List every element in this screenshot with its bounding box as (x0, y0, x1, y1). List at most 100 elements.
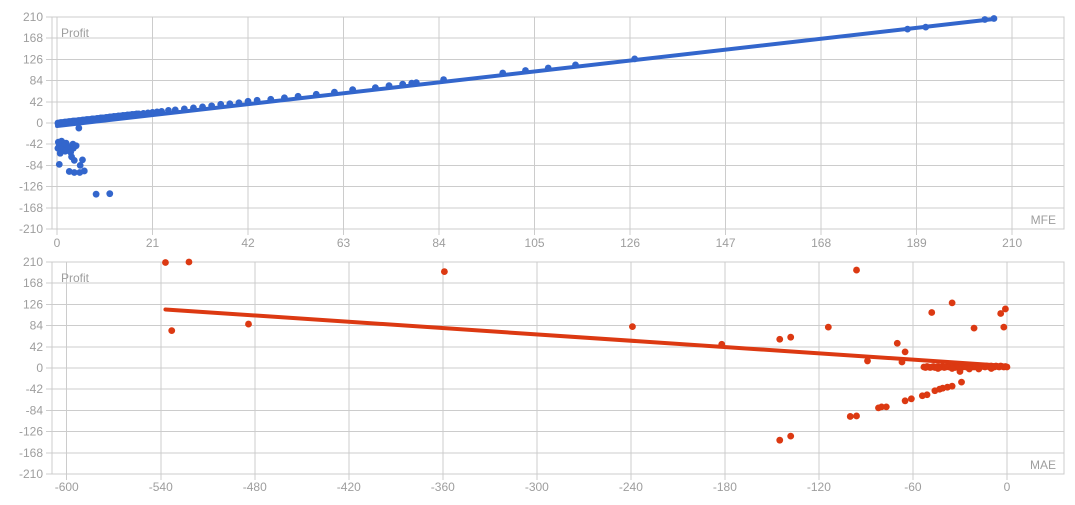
data-point[interactable] (923, 391, 931, 399)
x-tick-label: 84 (432, 236, 446, 250)
data-point[interactable] (1003, 363, 1011, 371)
data-point[interactable] (776, 436, 784, 444)
data-point[interactable] (331, 88, 338, 96)
data-point[interactable] (440, 268, 448, 275)
data-point[interactable] (878, 403, 885, 411)
data-point[interactable] (901, 348, 909, 356)
data-point[interactable] (787, 333, 795, 341)
plot-border (51, 16, 1065, 230)
data-point[interactable] (171, 106, 179, 114)
data-point[interactable] (208, 102, 216, 110)
x-tick-label: 0 (54, 236, 61, 250)
data-point[interactable] (55, 160, 63, 168)
data-point[interactable] (718, 340, 726, 348)
y-tick-label: 0 (36, 116, 43, 130)
x-tick-label: 210 (1002, 236, 1022, 250)
data-point[interactable] (958, 378, 965, 386)
y-tick-label: 0 (36, 361, 43, 375)
data-point[interactable] (294, 92, 302, 100)
x-tick-label: -360 (431, 480, 455, 494)
data-point[interactable] (80, 167, 88, 175)
data-point[interactable] (948, 382, 956, 390)
data-point[interactable] (158, 107, 166, 115)
data-point[interactable] (399, 80, 407, 88)
data-point[interactable] (970, 324, 978, 332)
data-point[interactable] (76, 162, 84, 169)
data-point[interactable] (824, 323, 832, 331)
mfe-profit-chart: 210 168 126 84 42 0 -42 -84 -126 -168 -210 0 21 42 63 8… (19, 10, 1065, 250)
data-point[interactable] (864, 357, 871, 365)
data-point[interactable] (1001, 305, 1009, 313)
data-point[interactable] (440, 76, 448, 83)
data-point[interactable] (776, 335, 784, 343)
data-point[interactable] (853, 266, 860, 274)
y-tick-label: 42 (30, 95, 44, 109)
data-point[interactable] (245, 320, 252, 328)
x-tick-label: 168 (811, 236, 831, 250)
data-point[interactable] (162, 259, 169, 266)
data-point[interactable] (226, 100, 234, 108)
data-point[interactable] (92, 190, 100, 198)
data-point[interactable] (72, 142, 80, 150)
data-point[interactable] (371, 84, 379, 92)
y-tick-label: -126 (19, 180, 43, 194)
data-point[interactable] (349, 86, 357, 94)
data-point[interactable] (934, 365, 942, 372)
data-point[interactable] (499, 69, 507, 77)
data-point[interactable] (898, 358, 906, 366)
data-point[interactable] (70, 156, 78, 164)
data-point[interactable] (544, 64, 552, 72)
data-point[interactable] (948, 365, 956, 372)
y-tick-label: -42 (26, 137, 44, 151)
data-point[interactable] (997, 310, 1005, 317)
data-point[interactable] (180, 105, 188, 113)
data-point[interactable] (987, 365, 995, 372)
data-point[interactable] (846, 413, 854, 420)
data-point[interactable] (312, 90, 320, 98)
data-point[interactable] (907, 395, 915, 403)
data-point[interactable] (904, 25, 911, 33)
data-point[interactable] (168, 327, 176, 335)
data-point[interactable] (75, 124, 83, 132)
data-point[interactable] (981, 16, 989, 23)
data-point[interactable] (165, 106, 172, 114)
data-point[interactable] (975, 365, 983, 373)
data-point[interactable] (948, 299, 956, 307)
data-point[interactable] (106, 190, 114, 198)
data-point[interactable] (893, 339, 901, 347)
data-point[interactable] (185, 258, 193, 266)
x-tick-label: -540 (149, 480, 173, 494)
x-tick-label: 189 (907, 236, 927, 250)
data-point[interactable] (267, 95, 275, 103)
data-point[interactable] (572, 61, 579, 69)
data-point[interactable] (235, 99, 243, 107)
x-tick-label: -240 (619, 480, 643, 494)
data-point[interactable] (281, 94, 288, 102)
data-point[interactable] (901, 397, 909, 405)
data-point[interactable] (190, 104, 197, 112)
data-point[interactable] (990, 15, 998, 22)
data-point[interactable] (787, 432, 795, 440)
haxis-title-label: MAE (1030, 458, 1056, 472)
data-point[interactable] (412, 79, 420, 87)
data-point[interactable] (522, 67, 529, 74)
data-point[interactable] (922, 23, 930, 31)
data-point[interactable] (965, 365, 973, 373)
x-tick-label: -300 (525, 480, 549, 494)
data-point[interactable] (629, 323, 636, 331)
data-point[interactable] (1000, 323, 1008, 331)
x-tick-label: -600 (55, 480, 79, 494)
data-point[interactable] (79, 156, 86, 164)
data-point[interactable] (217, 100, 225, 108)
data-point[interactable] (853, 412, 860, 420)
y-tick-label: 168 (23, 31, 43, 45)
data-point[interactable] (244, 97, 252, 105)
data-point[interactable] (631, 55, 639, 63)
data-point[interactable] (199, 103, 206, 111)
data-point[interactable] (253, 96, 261, 104)
data-point[interactable] (882, 403, 890, 411)
data-point[interactable] (928, 309, 936, 316)
data-point[interactable] (56, 149, 64, 157)
data-point[interactable] (385, 82, 393, 90)
data-point[interactable] (70, 169, 78, 176)
